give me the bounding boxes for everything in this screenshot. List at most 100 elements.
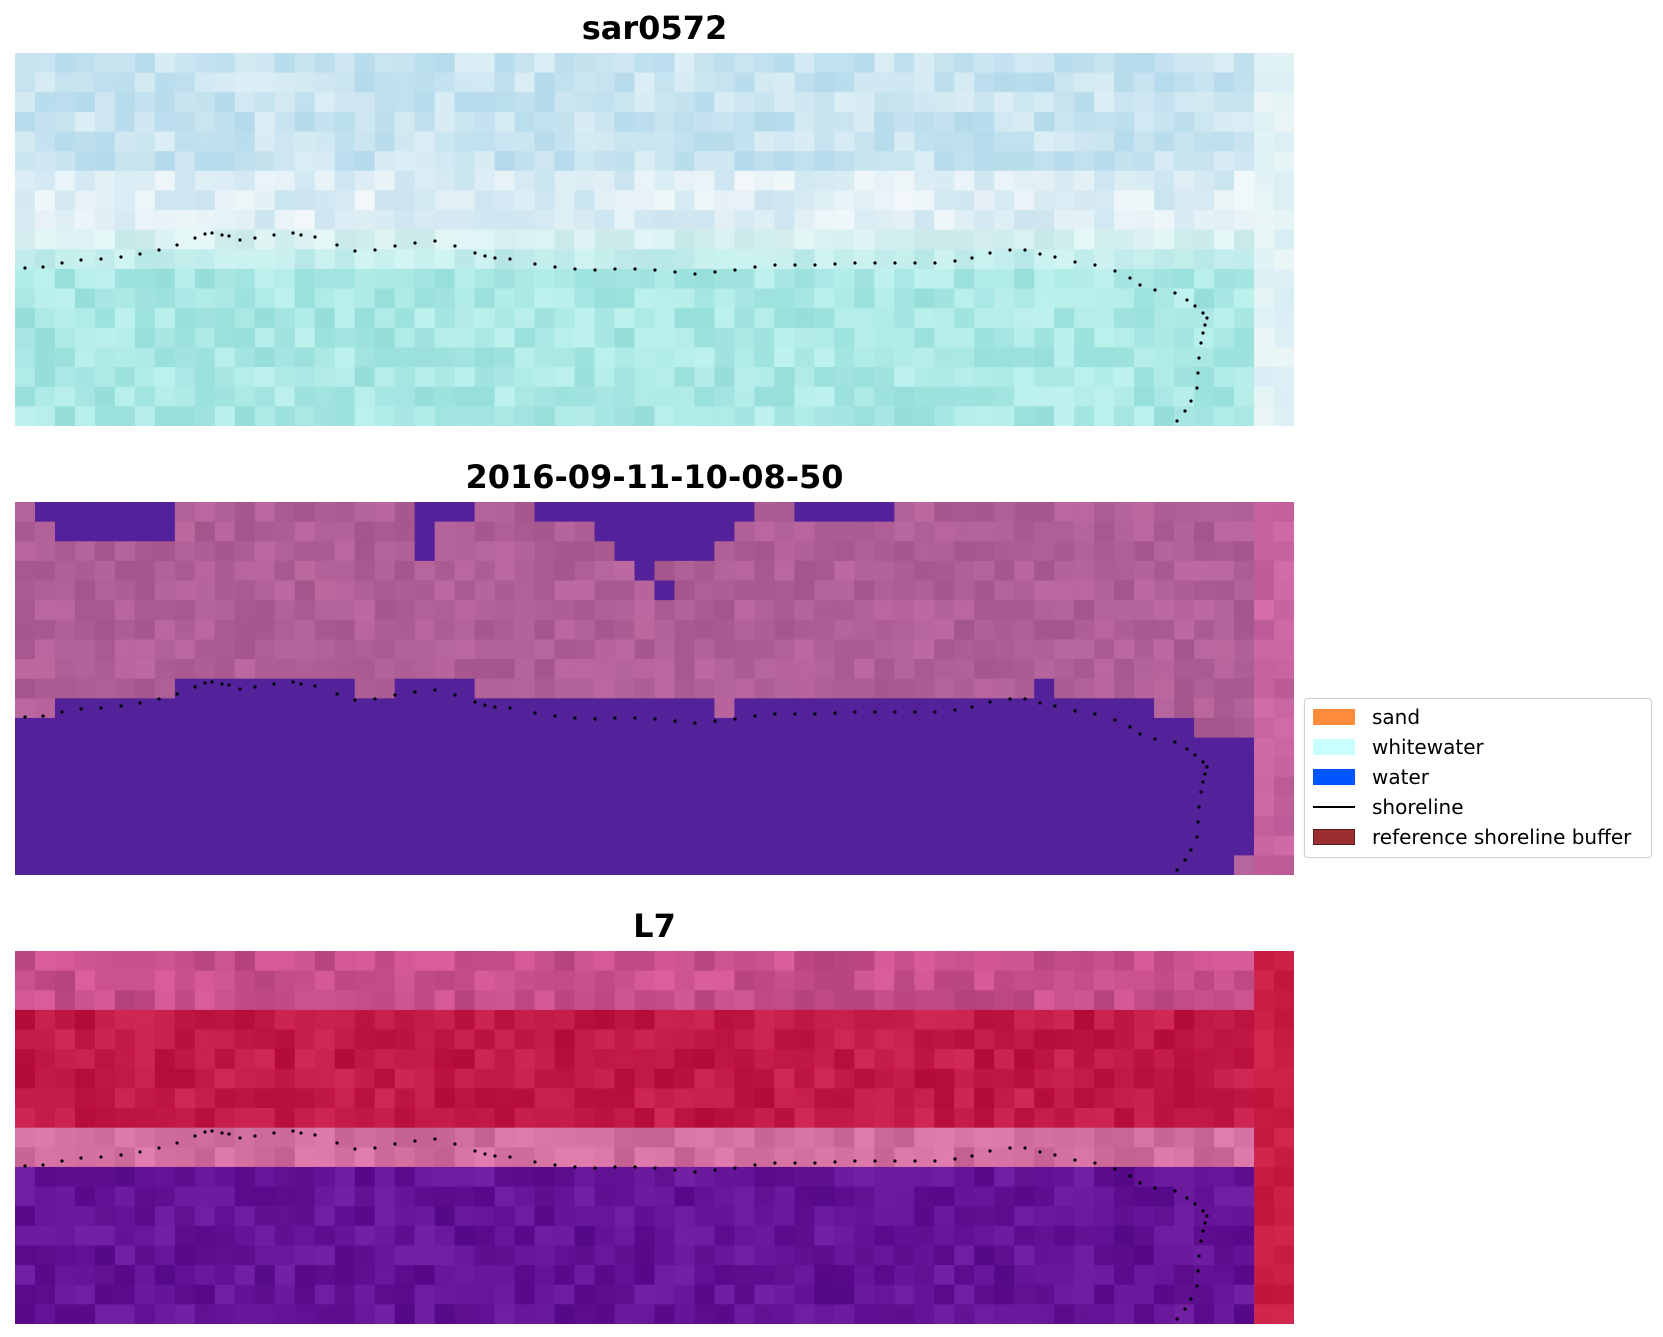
shoreline-point [1113,269,1117,273]
shoreline-point [1023,697,1027,701]
shoreline-point [493,256,497,260]
shoreline-point [272,682,276,686]
shoreline-point [988,700,992,704]
shoreline-point [1195,1284,1199,1288]
shoreline-point [353,1147,357,1151]
shoreline-point [119,1153,123,1157]
shoreline-point [203,232,207,236]
shoreline-point [1053,255,1057,259]
index-image-panel [15,951,1294,1324]
shoreline-point [593,1166,597,1170]
shoreline-point [1128,276,1132,280]
shoreline-point [1197,356,1201,360]
shoreline-point [453,693,457,697]
shoreline-point [1185,1196,1189,1200]
shoreline-point [393,1142,397,1146]
shoreline-point [593,268,597,272]
shoreline-point [1203,1221,1207,1225]
shoreline-point [1205,765,1209,769]
shoreline-point [1093,1161,1097,1165]
legend-label: whitewater [1372,735,1484,759]
whitewater-swatch [1313,739,1355,755]
shoreline-point [393,693,397,697]
shoreline-point [913,710,917,714]
shoreline-point [253,685,257,689]
shoreline-point [1128,1174,1132,1178]
shoreline-point [1053,1153,1057,1157]
shoreline-point [23,715,27,719]
sar-image [15,53,1294,426]
shoreline-point [673,270,677,274]
shoreline-point [1175,1317,1179,1321]
shoreline-point [753,714,757,718]
shoreline-point [175,243,179,247]
shoreline-point [853,710,857,714]
shoreline-point [733,268,737,272]
legend-label: water [1372,765,1429,789]
shoreline-point [1205,1214,1209,1218]
shoreline-point [553,1163,557,1167]
shoreline-point [1196,1269,1200,1273]
shoreline-point [933,710,937,714]
shoreline-point [1008,1146,1012,1150]
shoreline-point [753,265,757,269]
legend-item-whitewater: whitewater [1313,733,1484,761]
shoreline-point [157,697,161,701]
shoreline-point [1183,1307,1187,1311]
shoreline-point [1138,283,1142,287]
shoreline-point [813,263,817,267]
shoreline-point [633,1165,637,1169]
shoreline-point [1189,1297,1193,1301]
shoreline-point [23,1164,27,1168]
shoreline-point [220,233,224,237]
shoreline-point [138,1150,142,1154]
shoreline-point [493,1154,497,1158]
shoreline-point [473,1149,477,1153]
shoreline-point [60,1159,64,1163]
shoreline-point [1201,780,1205,784]
legend-label: shoreline [1372,795,1464,819]
shoreline-point [1175,868,1179,872]
shoreline-point [157,248,161,252]
shoreline-point [483,254,487,258]
shoreline-overlay [23,680,1209,872]
shoreline-point [60,261,64,265]
shoreline-point [41,1163,45,1167]
shoreline-point [313,684,317,688]
shoreline-point [1093,712,1097,716]
shoreline-point [313,1133,317,1137]
shoreline-point [210,1129,214,1133]
shoreline-point [933,1159,937,1163]
shoreline-point [41,265,45,269]
shoreline-point [453,1142,457,1146]
shoreline-point [613,716,617,720]
shoreline-point [253,1134,257,1138]
shoreline-point [299,1131,303,1135]
shoreline-point [238,687,242,691]
shoreline-point [1193,753,1197,757]
shoreline-point [1038,701,1042,705]
shoreline-point [633,267,637,271]
shoreline-point [1185,298,1189,302]
shoreline-point [210,231,214,235]
shoreline-point [508,706,512,710]
shoreline-point [533,711,537,715]
shoreline-point [970,1154,974,1158]
shoreline-point [813,1161,817,1165]
shoreline-point [373,1146,377,1150]
shoreline-point [1199,1239,1203,1243]
reference-buffer-swatch [1313,829,1355,845]
shoreline-point [253,236,257,240]
shoreline-point [272,1131,276,1135]
shoreline-point [1175,419,1179,423]
shoreline-point [41,714,45,718]
shoreline-point [1038,252,1042,256]
shoreline-point [1201,311,1205,315]
shoreline-point [433,239,437,243]
shoreline-point [413,690,417,694]
legend-item-sand: sand [1313,703,1420,731]
shoreline-point [533,262,537,266]
index-image [15,951,1294,1324]
shoreline-point [138,252,142,256]
shoreline-point [733,1166,737,1170]
